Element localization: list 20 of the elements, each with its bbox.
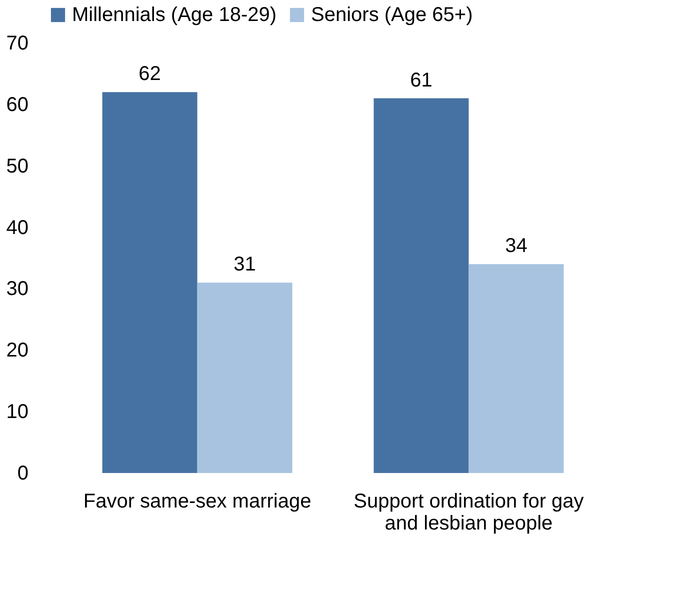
data-label: 31	[234, 254, 256, 276]
y-tick-label: 0	[17, 462, 28, 484]
legend-label: Millennials (Age 18-29)	[72, 4, 277, 26]
y-tick-label: 60	[6, 94, 28, 116]
data-label: 61	[410, 69, 432, 92]
y-tick-label: 50	[6, 155, 28, 178]
data-label: 62	[138, 63, 161, 86]
y-tick-label: 40	[6, 216, 28, 239]
y-tick-label: 30	[6, 278, 28, 300]
legend-label: Seniors (Age 65+)	[311, 4, 473, 26]
x-tick-label: Support ordination for gay and lesbian people	[354, 490, 584, 534]
y-tick-label: 70	[6, 32, 28, 54]
x-tick-label: Favor same-sex marriage	[83, 490, 312, 512]
bar	[197, 282, 292, 473]
data-label: 34	[505, 235, 528, 258]
y-tick-label: 10	[6, 401, 28, 424]
bar	[468, 264, 564, 473]
bar	[374, 98, 469, 473]
y-tick-label: 20	[6, 340, 28, 362]
bar	[102, 92, 198, 473]
